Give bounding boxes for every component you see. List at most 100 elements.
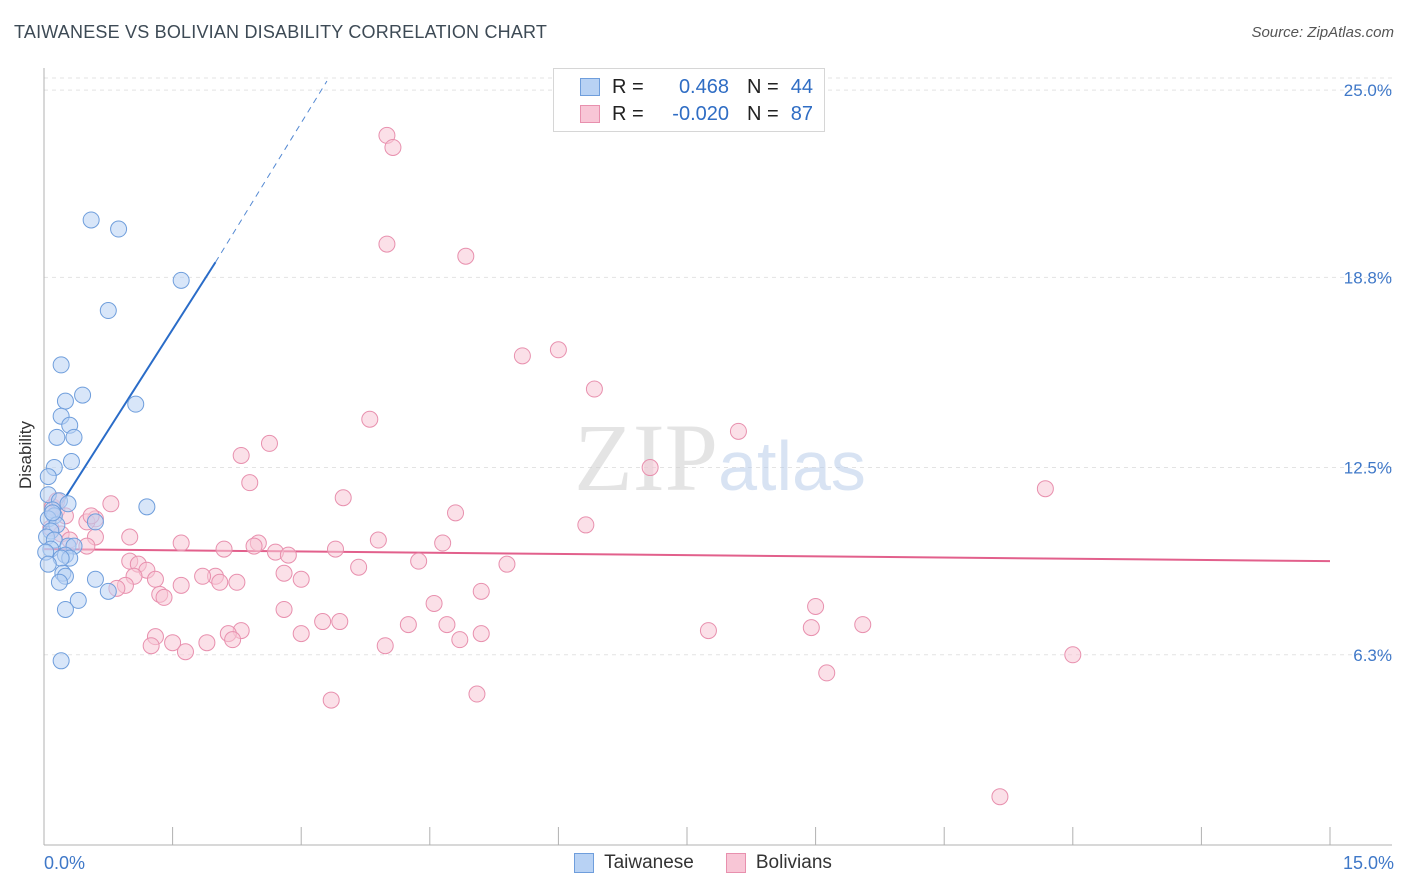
taiwanese-point xyxy=(74,386,92,404)
bolivian-point xyxy=(322,691,340,709)
bolivian-point xyxy=(350,558,368,576)
bolivian-point xyxy=(331,613,349,631)
bolivian-point xyxy=(146,570,164,588)
bolivian-point xyxy=(991,788,1009,806)
bolivian-point xyxy=(224,631,242,649)
taiwanese-point xyxy=(138,498,156,516)
legend-n-value: 44 xyxy=(790,75,813,98)
bolivian-point xyxy=(155,588,173,606)
bottom-legend-label: Bolivians xyxy=(755,852,832,873)
bolivian-point xyxy=(211,573,229,591)
bolivian-point xyxy=(410,552,428,570)
bolivian-point xyxy=(361,410,379,428)
grid xyxy=(44,77,1392,656)
taiwanese-point xyxy=(50,573,68,591)
watermark-atlas: atlas xyxy=(718,427,866,505)
bolivian-point xyxy=(326,540,344,558)
legend-n-label: N = xyxy=(747,75,779,98)
bolivian-point xyxy=(447,504,465,522)
taiwanese-point xyxy=(56,392,74,410)
x-tick-label-min: 0.0% xyxy=(44,853,86,873)
bolivian-point xyxy=(102,495,120,513)
y-tick-labels: 6.3% 12.5% 18.8% 25.0% xyxy=(1344,81,1392,665)
taiwanese-point xyxy=(65,428,83,446)
bolivian-swatch xyxy=(580,105,600,123)
bottom-legend-bolivians: Bolivians xyxy=(725,852,832,874)
taiwanese-swatch xyxy=(580,78,600,96)
taiwanese-swatch xyxy=(574,853,595,873)
bolivian-point xyxy=(245,537,263,555)
bolivian-point xyxy=(457,247,475,265)
y-tick-label: 12.5% xyxy=(1344,459,1392,478)
taiwanese-trend-extension xyxy=(215,80,328,263)
bolivian-point xyxy=(802,619,820,637)
x-tick-label-max: 15.0% xyxy=(1342,853,1394,873)
taiwanese-point xyxy=(52,356,70,374)
taiwanese-point xyxy=(110,220,128,238)
bolivian-point xyxy=(577,516,595,534)
bolivian-point xyxy=(369,531,387,549)
bottom-legend-taiwanese: Taiwanese xyxy=(574,852,694,874)
bolivian-point xyxy=(468,685,486,703)
taiwanese-point xyxy=(69,591,87,609)
legend-r-value: 0.468 xyxy=(678,75,729,98)
taiwanese-point xyxy=(82,211,100,229)
bolivian-point xyxy=(1036,480,1054,498)
legend-row-bolivians: R = -0.020 N = 87 xyxy=(580,102,813,126)
taiwanese-point xyxy=(99,302,117,320)
bolivian-point xyxy=(215,540,233,558)
bolivian-point xyxy=(498,555,516,573)
legend-r-label: R = xyxy=(612,75,644,98)
bolivian-point xyxy=(451,631,469,649)
taiwanese-point xyxy=(172,271,190,289)
bolivian-point xyxy=(378,235,396,253)
bolivian-point xyxy=(275,564,293,582)
bolivian-point xyxy=(172,534,190,552)
taiwanese-point xyxy=(127,395,145,413)
bolivian-point xyxy=(807,597,825,615)
y-tick-label: 18.8% xyxy=(1344,268,1392,287)
bolivian-point xyxy=(425,594,443,612)
bolivian-point xyxy=(228,573,246,591)
bolivian-point xyxy=(279,546,297,564)
bolivian-point xyxy=(260,434,278,452)
bolivian-point xyxy=(142,637,160,655)
bolivian-point xyxy=(292,570,310,588)
bolivian-point xyxy=(585,380,603,398)
bolivian-point xyxy=(334,489,352,507)
bolivian-point xyxy=(513,347,531,365)
legend: R = 0.468 N = 44 R = -0.020 N = 87 xyxy=(553,68,825,132)
bolivian-point xyxy=(172,576,190,594)
bolivian-point xyxy=(194,567,212,585)
bolivian-point xyxy=(1064,646,1082,664)
legend-n-value: 87 xyxy=(790,102,813,125)
legend-n-label: N = xyxy=(747,102,779,125)
bolivian-point xyxy=(472,625,490,643)
taiwanese-point xyxy=(48,428,66,446)
bolivian-point xyxy=(232,446,250,464)
legend-r-value: -0.020 xyxy=(672,102,729,125)
bolivian-point xyxy=(399,616,417,634)
legend-row-taiwanese: R = 0.468 N = 44 xyxy=(580,75,813,99)
legend-r-label: R = xyxy=(612,102,644,125)
bolivian-point xyxy=(434,534,452,552)
bolivian-point xyxy=(472,582,490,600)
bolivian-point xyxy=(854,616,872,634)
bolivian-point xyxy=(164,634,182,652)
axes xyxy=(43,68,1392,846)
bolivian-point xyxy=(699,622,717,640)
bottom-legend-label: Taiwanese xyxy=(604,852,694,873)
bolivian-point xyxy=(549,341,567,359)
watermark-zip: ZIP xyxy=(574,404,718,511)
bolivian-point xyxy=(438,616,456,634)
watermark: ZIPatlas xyxy=(574,404,866,511)
bolivian-point xyxy=(241,474,259,492)
taiwanese-trend-line xyxy=(43,261,217,532)
y-axis-label: Disability xyxy=(16,420,35,490)
bolivian-point xyxy=(729,422,747,440)
bolivian-point xyxy=(314,613,332,631)
bolivian-point xyxy=(198,634,216,652)
bolivian-point xyxy=(121,528,139,546)
taiwanese-point xyxy=(86,570,104,588)
